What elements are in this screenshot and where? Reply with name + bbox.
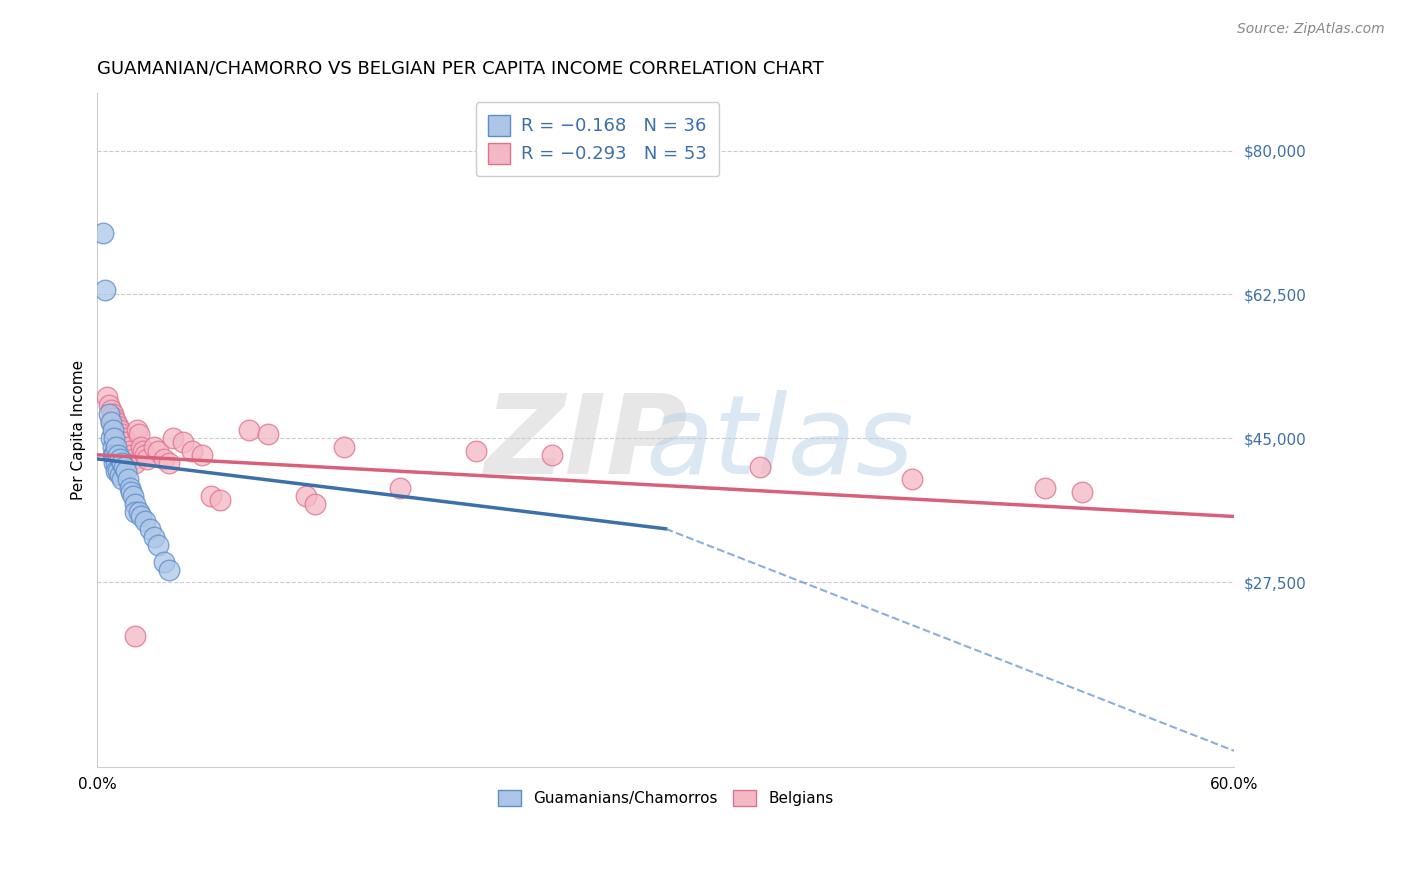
Point <box>112 460 135 475</box>
Point <box>152 555 174 569</box>
Point <box>257 427 280 442</box>
Point <box>122 451 145 466</box>
Point <box>135 451 157 466</box>
Point <box>107 464 129 478</box>
Point <box>111 440 134 454</box>
Point <box>146 443 169 458</box>
Point <box>124 505 146 519</box>
Point <box>172 435 194 450</box>
Point <box>901 473 924 487</box>
Text: GUAMANIAN/CHAMORRO VS BELGIAN PER CAPITA INCOME CORRELATION CHART: GUAMANIAN/CHAMORRO VS BELGIAN PER CAPITA… <box>97 60 824 78</box>
Point <box>332 440 354 454</box>
Text: Source: ZipAtlas.com: Source: ZipAtlas.com <box>1237 22 1385 37</box>
Point <box>114 464 136 478</box>
Point <box>465 443 488 458</box>
Point <box>162 431 184 445</box>
Point <box>124 456 146 470</box>
Point <box>105 427 128 442</box>
Point <box>94 284 117 298</box>
Point <box>128 505 150 519</box>
Point <box>157 456 180 470</box>
Point <box>541 448 564 462</box>
Point <box>111 456 134 470</box>
Point <box>157 563 180 577</box>
Point <box>101 448 124 462</box>
Point <box>238 423 260 437</box>
Point <box>117 473 139 487</box>
Point <box>1033 481 1056 495</box>
Point <box>103 456 125 470</box>
Point <box>209 493 232 508</box>
Point <box>200 489 222 503</box>
Point <box>101 423 124 437</box>
Point <box>132 443 155 458</box>
Text: ZIP: ZIP <box>485 390 688 497</box>
Point <box>103 448 125 462</box>
Point <box>111 473 134 487</box>
Point <box>112 431 135 445</box>
Point <box>129 509 152 524</box>
Point <box>118 443 141 458</box>
Point <box>108 423 131 437</box>
Point <box>108 468 131 483</box>
Point <box>105 464 128 478</box>
Point <box>120 448 142 462</box>
Point <box>101 407 124 421</box>
Point <box>112 443 135 458</box>
Point <box>105 456 128 470</box>
Point <box>111 427 134 442</box>
Point <box>146 538 169 552</box>
Point <box>103 431 125 445</box>
Point <box>304 497 326 511</box>
Point <box>96 390 118 404</box>
Point <box>143 440 166 454</box>
Point <box>107 448 129 462</box>
Point <box>128 427 150 442</box>
Point <box>107 419 129 434</box>
Y-axis label: Per Capita Income: Per Capita Income <box>72 360 86 500</box>
Point <box>103 410 125 425</box>
Point <box>389 481 412 495</box>
Point <box>152 451 174 466</box>
Text: atlas: atlas <box>645 390 914 497</box>
Point <box>91 226 114 240</box>
Point <box>294 489 316 503</box>
Point <box>97 399 120 413</box>
Point <box>100 415 122 429</box>
Point <box>124 629 146 643</box>
Point <box>105 440 128 454</box>
Point <box>114 435 136 450</box>
Point <box>1071 484 1094 499</box>
Point <box>105 415 128 429</box>
Point <box>134 448 156 462</box>
Point <box>108 435 131 450</box>
Point <box>127 423 149 437</box>
Point <box>118 481 141 495</box>
Point <box>749 460 772 475</box>
Point <box>108 451 131 466</box>
Point <box>100 415 122 429</box>
Point <box>181 443 204 458</box>
Point <box>117 440 139 454</box>
Point <box>101 419 124 434</box>
Point <box>134 514 156 528</box>
Point <box>101 440 124 454</box>
Point <box>190 448 212 462</box>
Point <box>124 497 146 511</box>
Point <box>97 407 120 421</box>
Point <box>139 522 162 536</box>
Point <box>100 431 122 445</box>
Point <box>100 402 122 417</box>
Point <box>107 431 129 445</box>
Point <box>129 440 152 454</box>
Point <box>143 530 166 544</box>
Point <box>120 484 142 499</box>
Point <box>122 489 145 503</box>
Legend: Guamanians/Chamorros, Belgians: Guamanians/Chamorros, Belgians <box>491 782 841 814</box>
Point <box>103 423 125 437</box>
